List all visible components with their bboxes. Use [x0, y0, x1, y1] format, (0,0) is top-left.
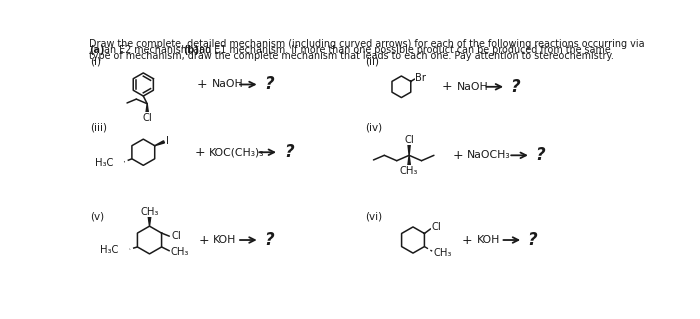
Text: ?: ? [510, 78, 520, 96]
Polygon shape [155, 141, 164, 146]
Text: +: + [197, 78, 207, 91]
Polygon shape [408, 145, 410, 155]
Text: +: + [453, 149, 463, 162]
Text: an E2 mechanism and: an E2 mechanism and [102, 45, 215, 55]
Text: NaOH: NaOH [211, 79, 244, 90]
Polygon shape [148, 216, 151, 226]
Text: (iii): (iii) [90, 123, 107, 133]
Text: (ii): (ii) [365, 57, 379, 67]
Text: Cl: Cl [431, 222, 441, 232]
Text: +: + [462, 234, 472, 247]
Text: I: I [167, 136, 169, 146]
Text: CH₃: CH₃ [434, 248, 452, 258]
Text: (iv): (iv) [365, 123, 382, 133]
Text: Br: Br [415, 73, 426, 83]
Text: (i): (i) [90, 57, 101, 67]
Text: type of mechanism, draw the complete mechanism that leads to each one. Pay atten: type of mechanism, draw the complete mec… [89, 51, 614, 61]
Text: CH₃: CH₃ [140, 206, 159, 217]
Text: NaOCH₃: NaOCH₃ [468, 150, 511, 160]
Text: ?: ? [536, 146, 545, 164]
Polygon shape [408, 155, 410, 166]
Text: an E1 mechanism. If more than one possible product can be produced from the same: an E1 mechanism. If more than one possib… [196, 45, 610, 55]
Text: (a): (a) [89, 45, 104, 55]
Text: KOH: KOH [213, 235, 237, 245]
Text: Cl: Cl [405, 135, 414, 145]
Text: ?: ? [264, 76, 274, 93]
Text: Draw the complete, detailed mechanism (including curved arrows) for each of the : Draw the complete, detailed mechanism (i… [89, 39, 645, 49]
Text: +: + [442, 80, 452, 93]
Text: CH₃: CH₃ [171, 247, 190, 256]
Text: Cl: Cl [172, 231, 181, 241]
Text: CH₃: CH₃ [400, 166, 419, 176]
Text: (v): (v) [90, 211, 104, 221]
Text: (vi): (vi) [365, 211, 382, 221]
Text: H₃C: H₃C [100, 245, 119, 255]
Text: H₃C: H₃C [95, 158, 113, 168]
Text: Cl: Cl [142, 113, 152, 122]
Text: +: + [195, 146, 205, 159]
Polygon shape [146, 104, 148, 114]
Text: ?: ? [264, 231, 274, 249]
Text: NaOH: NaOH [456, 82, 488, 92]
Text: KOH: KOH [477, 235, 500, 245]
Text: ?: ? [528, 231, 537, 249]
Text: (b): (b) [183, 45, 199, 55]
Text: ?: ? [284, 143, 294, 161]
Text: KOC(CH₃)₃: KOC(CH₃)₃ [209, 147, 265, 157]
Text: +: + [198, 234, 209, 247]
